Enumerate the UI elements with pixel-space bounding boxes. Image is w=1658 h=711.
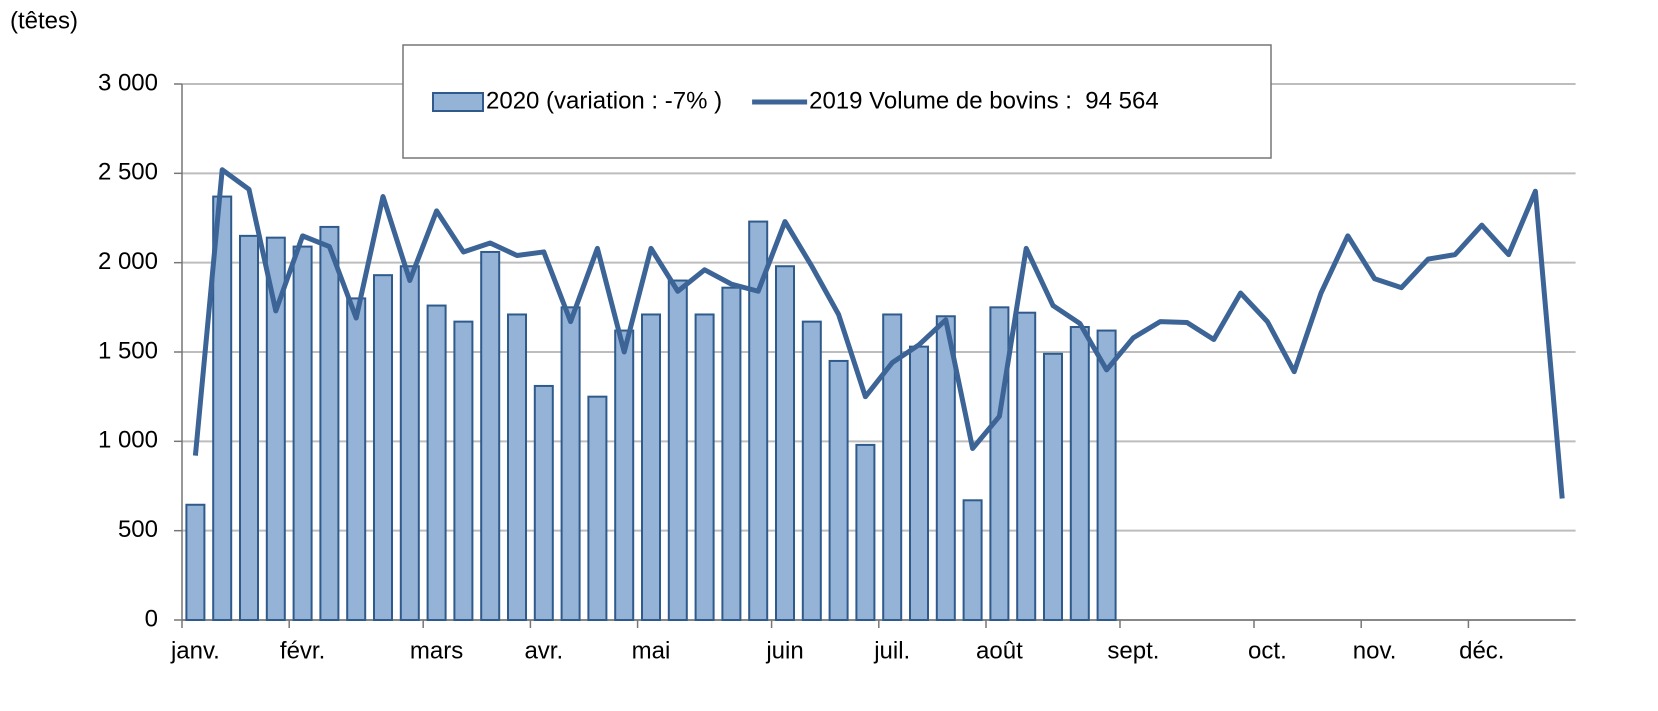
x-tick-label: juin xyxy=(765,637,803,664)
x-tick-label: avr. xyxy=(524,637,563,664)
bar xyxy=(641,313,661,621)
bar xyxy=(614,329,635,621)
bar xyxy=(587,395,608,621)
y-tick-label: 500 xyxy=(118,516,158,543)
legend-label: 2020 (variation : -7% ) xyxy=(486,87,722,114)
bar xyxy=(1096,329,1117,621)
bar xyxy=(1043,352,1063,621)
bar xyxy=(453,320,474,621)
bar xyxy=(533,384,554,621)
bar xyxy=(855,443,876,622)
bar xyxy=(399,265,420,621)
y-tick-label: 1 000 xyxy=(98,427,158,454)
bar xyxy=(989,306,1010,621)
bar xyxy=(185,503,206,622)
x-tick-label: juil. xyxy=(873,637,910,664)
bar xyxy=(507,313,527,621)
bar xyxy=(560,306,581,621)
bar xyxy=(212,195,233,621)
bar xyxy=(801,320,822,621)
bar xyxy=(828,359,849,621)
bar xyxy=(426,304,447,621)
y-tick-label: 0 xyxy=(145,605,158,632)
bar xyxy=(480,250,501,622)
x-tick-label: nov. xyxy=(1353,637,1397,664)
bar xyxy=(775,265,795,621)
x-tick-label: mars xyxy=(410,637,463,664)
bar xyxy=(909,345,929,621)
x-tick-label: janv. xyxy=(170,637,220,664)
x-tick-label: août xyxy=(976,637,1023,664)
x-tick-label: sept. xyxy=(1107,637,1159,664)
bar xyxy=(935,315,956,621)
legend-label: 2019 Volume de bovins : 94 564 xyxy=(809,87,1159,114)
y-tick-label: 3 000 xyxy=(98,69,158,96)
y-tick-label: 2 000 xyxy=(98,248,158,275)
bar xyxy=(292,245,313,621)
x-tick-label: mai xyxy=(632,637,671,664)
bar xyxy=(373,274,393,621)
bar xyxy=(265,236,286,622)
bar xyxy=(882,313,903,621)
x-tick-label: févr. xyxy=(280,637,325,664)
bar xyxy=(694,313,715,621)
bar xyxy=(1016,311,1037,621)
bar xyxy=(239,234,259,621)
legend-box xyxy=(402,44,1272,159)
bar xyxy=(748,220,769,621)
bar xyxy=(319,225,340,622)
bar xyxy=(1069,325,1090,621)
x-tick-label: déc. xyxy=(1459,637,1504,664)
y-tick-label: 1 500 xyxy=(98,337,158,364)
bar xyxy=(721,286,742,621)
line xyxy=(192,167,1565,499)
legend-swatch xyxy=(432,92,484,112)
y-axis-label: (têtes) xyxy=(10,7,78,34)
y-tick-label: 2 500 xyxy=(98,159,158,186)
bar xyxy=(667,279,688,621)
bar xyxy=(346,297,367,621)
bar xyxy=(962,499,983,621)
x-tick-label: oct. xyxy=(1248,637,1287,664)
